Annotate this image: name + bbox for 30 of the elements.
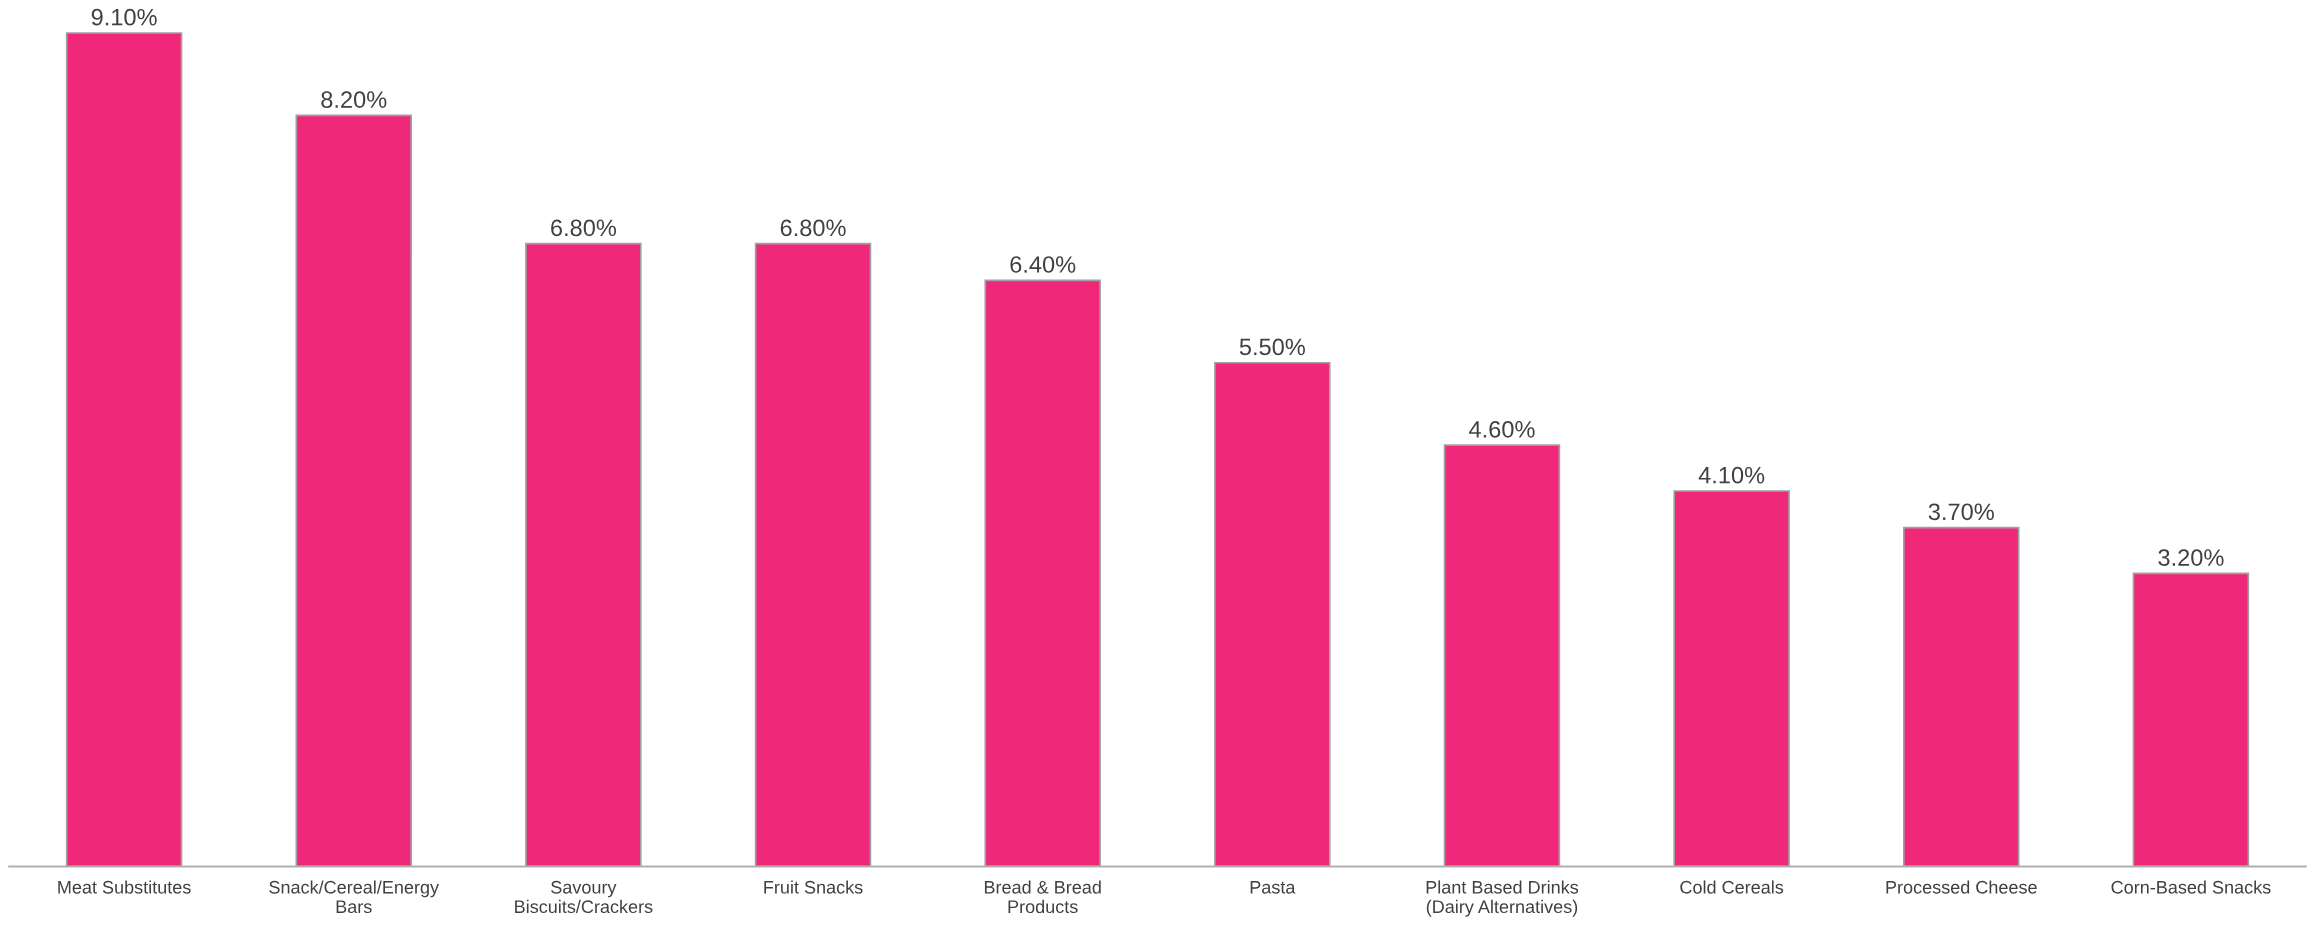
x-tick-label: Bread & Bread Products bbox=[984, 880, 1101, 914]
x-tick-label: Fruit Snacks bbox=[764, 880, 863, 894]
bar bbox=[65, 32, 183, 867]
x-tick-label: Corn-Based Snacks bbox=[2111, 880, 2271, 894]
x-tick-label: Snack/Cereal/Energy Bars bbox=[269, 880, 440, 914]
x-tick-label: Plant Based Drinks (Dairy Alternatives) bbox=[1426, 880, 1579, 917]
x-tick-label: Savoury Biscuits/Crackers bbox=[515, 880, 653, 914]
bar bbox=[1443, 444, 1561, 867]
data-label: 6.40% bbox=[1010, 256, 1076, 273]
data-label: 3.70% bbox=[1928, 503, 1994, 521]
x-tick-label: Pasta bbox=[1250, 881, 1296, 894]
bar bbox=[984, 279, 1101, 867]
bar bbox=[1673, 490, 1790, 867]
data-label: 6.80% bbox=[780, 219, 846, 237]
x-tick-label: Cold Cereals bbox=[1680, 880, 1784, 894]
x-tick-label: Processed Cheese bbox=[1886, 880, 2037, 894]
data-label: 6.80% bbox=[551, 219, 617, 237]
bar bbox=[1903, 526, 2020, 867]
data-label: 8.20% bbox=[321, 91, 387, 108]
bar bbox=[295, 114, 412, 867]
x-tick-label: Meat Substitutes bbox=[58, 880, 191, 894]
bar bbox=[1214, 361, 1331, 867]
bar bbox=[754, 242, 872, 867]
bar bbox=[525, 242, 642, 867]
data-label: 4.10% bbox=[1698, 466, 1765, 484]
data-label: 9.10% bbox=[91, 8, 157, 26]
data-label: 3.20% bbox=[2158, 549, 2224, 566]
bar bbox=[2132, 572, 2250, 867]
data-label: 4.60% bbox=[1469, 421, 1535, 438]
data-label: 5.50% bbox=[1239, 338, 1305, 356]
